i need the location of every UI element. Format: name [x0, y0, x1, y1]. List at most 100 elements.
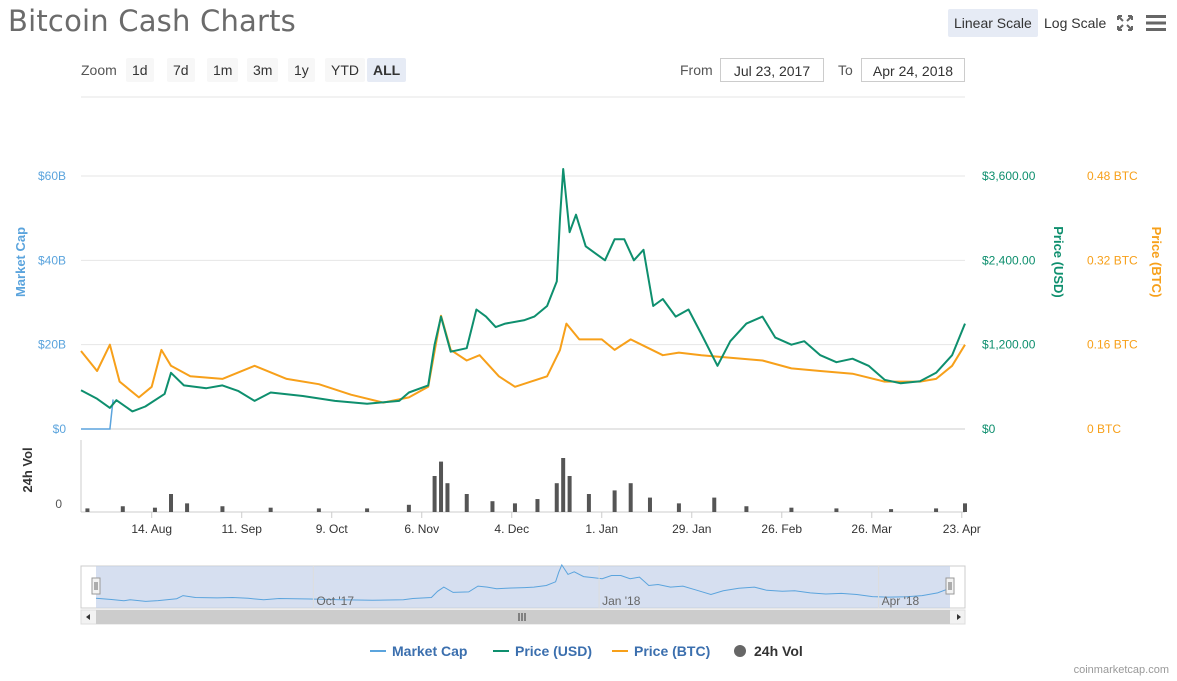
log-scale-button[interactable]: Log Scale [1044, 15, 1107, 31]
volume-bars [85, 458, 967, 512]
volume-bar [628, 483, 633, 512]
price-usd-line [80, 168, 966, 413]
volume-axis-title: 24h Vol [20, 447, 35, 492]
x-tick-label: 9. Oct [316, 522, 349, 536]
volume-bar [963, 503, 967, 512]
market-cap-tick-label: $40B [38, 253, 66, 267]
volume-bar [889, 509, 894, 512]
navigator-tick-label: Oct '17 [316, 594, 354, 608]
market-cap-tick-label: $20B [38, 338, 66, 352]
series-lines [80, 168, 966, 430]
x-tick-label: 23. Apr [943, 522, 981, 536]
fullscreen-icon[interactable] [1116, 14, 1134, 32]
price-btc-line [80, 314, 966, 404]
volume-bar [586, 494, 591, 512]
volume-bar [934, 508, 939, 512]
volume-bar [554, 483, 559, 512]
zoom-button-1y[interactable]: 1y [288, 58, 315, 82]
navigator-line [95, 563, 951, 602]
zoom-button-3m[interactable]: 3m [247, 58, 279, 82]
volume-bar [316, 508, 321, 512]
volume-bar [535, 499, 540, 512]
x-tick-label: 4. Dec [494, 522, 529, 536]
volume-bar [152, 507, 157, 512]
volume-bar [365, 508, 370, 512]
zoom-button-ytd[interactable]: YTD [325, 58, 365, 82]
x-tick-label: 14. Aug [131, 522, 172, 536]
volume-bar [712, 497, 717, 512]
page-title: Bitcoin Cash Charts [8, 4, 296, 38]
x-tick-label: 26. Feb [761, 522, 802, 536]
volume-bar [85, 508, 90, 512]
usd-tick-label: $2,400.00 [982, 253, 1036, 267]
market-cap-line [81, 399, 114, 430]
volume-tick-label: 0 [55, 497, 62, 511]
market-cap-axis-title: Market Cap [13, 227, 28, 297]
volume-bar [185, 503, 190, 512]
grid-layer [80, 96, 965, 513]
navigator[interactable]: Oct '17 Jan '18 Apr '18 [80, 563, 966, 625]
zoom-button-1d[interactable]: 1d [126, 58, 154, 82]
x-tick-label: 26. Mar [851, 522, 892, 536]
legend-price_usd-label: Price (USD) [515, 643, 592, 659]
volume-bar [445, 483, 450, 512]
btc-tick-label: 0.48 BTC [1087, 169, 1138, 183]
navigator-right-handle [945, 577, 955, 595]
volume-bar [612, 490, 617, 512]
scroll-left-arrow-icon [86, 614, 90, 620]
x-tick-label: 6. Nov [404, 522, 439, 536]
to-date-input[interactable]: Apr 24, 2018 [861, 58, 965, 82]
zoom-button-7d[interactable]: 7d [167, 58, 195, 82]
x-tick-label: 29. Jan [672, 522, 711, 536]
volume-bar [744, 506, 749, 512]
scrollbar-thumb [96, 610, 950, 624]
volume-bar [120, 506, 125, 512]
x-tick-label: 1. Jan [585, 522, 618, 536]
volume-bar [432, 476, 437, 512]
market-cap-tick-label: $0 [53, 422, 67, 436]
zoom-label: Zoom [81, 62, 117, 78]
navigator-tick-label: Apr '18 [882, 594, 920, 608]
volume-bar [490, 501, 495, 512]
volume-bar [220, 506, 225, 512]
volume-bar [834, 508, 839, 512]
navigator-left-handle [91, 577, 101, 595]
volume-bar [464, 494, 469, 512]
linear-scale-button[interactable]: Linear Scale [948, 9, 1038, 37]
usd-tick-label: $3,600.00 [982, 169, 1036, 183]
volume-bar [512, 503, 517, 512]
volume-bar [561, 458, 566, 512]
volume-bar [439, 461, 444, 512]
from-label: From [680, 62, 713, 78]
volume-bar [169, 494, 174, 512]
x-tick-label: 11. Sep [221, 522, 262, 536]
btc-tick-label: 0 BTC [1087, 422, 1121, 436]
menu-icon[interactable] [1145, 13, 1167, 33]
usd-tick-label: $1,200.00 [982, 338, 1036, 352]
usd-axis-title: Price (USD) [1051, 226, 1066, 298]
usd-tick-label: $0 [982, 422, 996, 436]
from-date-input[interactable]: Jul 23, 2017 [720, 58, 824, 82]
scroll-right-arrow-icon [957, 614, 961, 620]
credit-link[interactable]: coinmarketcap.com [1073, 664, 1169, 676]
zoom-button-all[interactable]: ALL [367, 58, 407, 82]
axis-layer: $0 $20B $40B $60B Market Cap $0 $1,200.00 $2,40… [13, 169, 1164, 536]
legend: Market Cap Price (USD) Price (BTC) 24h Vol [370, 643, 803, 659]
navigator-tick-label: Jan '18 [602, 594, 641, 608]
zoom-button-1m[interactable]: 1m [207, 58, 239, 82]
volume-bar [676, 503, 681, 512]
btc-tick-label: 0.32 BTC [1087, 253, 1138, 267]
market-cap-tick-label: $60B [38, 169, 66, 183]
legend-market_cap-label: Market Cap [392, 643, 467, 659]
volume-bar [268, 507, 273, 512]
volume-bar [789, 507, 794, 512]
legend-volume-marker [734, 645, 746, 657]
btc-tick-label: 0.16 BTC [1087, 338, 1138, 352]
to-label: To [838, 62, 853, 78]
volume-bar [647, 497, 652, 512]
navigator-selection [96, 566, 950, 608]
legend-volume-label: 24h Vol [754, 643, 803, 659]
volume-bar [567, 476, 572, 512]
btc-axis-title: Price (BTC) [1149, 227, 1164, 298]
